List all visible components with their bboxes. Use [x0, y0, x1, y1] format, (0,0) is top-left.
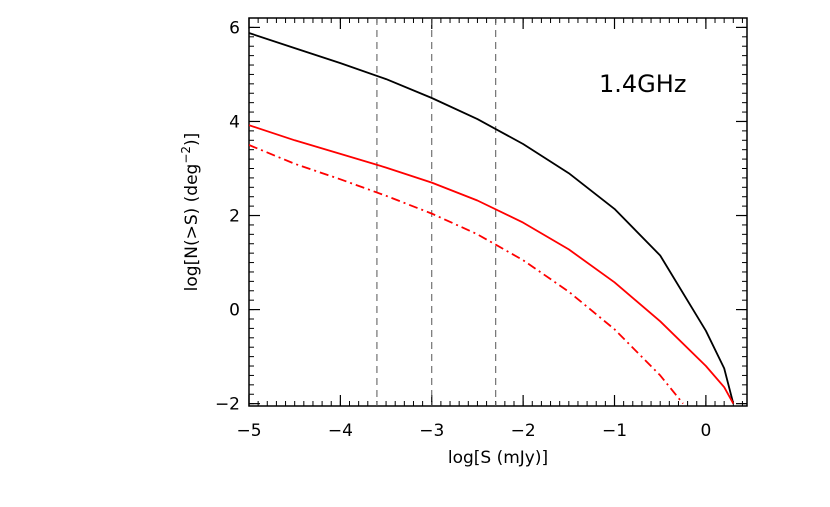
- y-axis-title-main: log[N(>S) (deg: [182, 164, 202, 292]
- series-line-3: [249, 144, 684, 405]
- x-tick-label: −1: [602, 421, 627, 441]
- x-tick-label: −5: [236, 421, 261, 441]
- x-axis-title: log[S (mJy)]: [448, 448, 548, 468]
- y-tick-label: 4: [229, 112, 240, 132]
- frequency-annotation: 1.4GHz: [599, 70, 686, 98]
- plot-frame: [248, 17, 748, 407]
- x-tick-label: −4: [328, 421, 353, 441]
- x-tick-labels: −5 −4 −3 −2 −1 0: [236, 421, 711, 441]
- y-tick-label: 0: [229, 301, 240, 321]
- reference-lines: [376, 18, 497, 406]
- series-group: [249, 32, 735, 405]
- x-tick-label: −2: [511, 421, 536, 441]
- x-tick-label: −3: [419, 421, 444, 441]
- y-tick-label: −2: [215, 395, 240, 415]
- series-line-1: [249, 32, 735, 404]
- series-line-2: [249, 124, 735, 405]
- y-axis-title-end: )]: [182, 133, 202, 146]
- x-tick-label: 0: [700, 421, 711, 441]
- y-tick-labels: −2 0 2 4 6: [215, 18, 240, 414]
- y-tick-label: 2: [229, 207, 240, 227]
- y-axis-title: log[N(>S) (deg−2)]: [179, 133, 202, 292]
- y-tick-label: 6: [229, 18, 240, 38]
- y-axis-title-sup: −2: [179, 146, 193, 164]
